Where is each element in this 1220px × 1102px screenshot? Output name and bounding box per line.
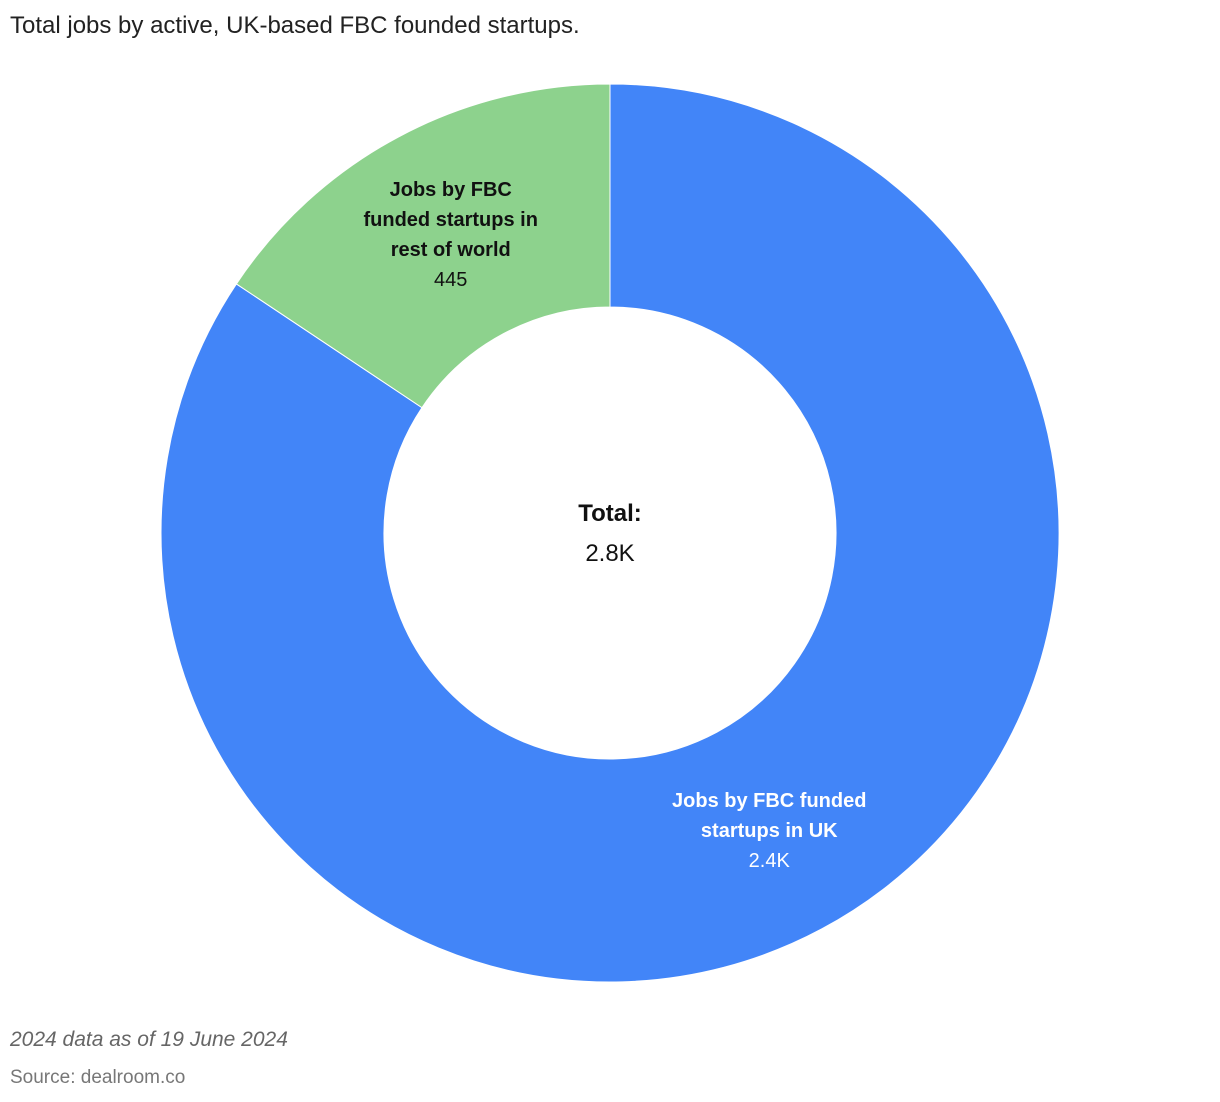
donut-segment — [160, 83, 1060, 983]
segment-name: Jobs by FBC funded startups in UK — [672, 789, 867, 842]
segment-label: Jobs by FBC funded startups in UK 2.4K — [652, 786, 887, 876]
center-total: 2.8K — [585, 540, 635, 567]
chart-title: Total jobs by active, UK-based FBC found… — [10, 12, 580, 39]
source: Source: dealroom.co — [10, 1067, 186, 1088]
segment-value: 445 — [434, 269, 468, 292]
note: 2024 data as of 19 June 2024 — [10, 1028, 288, 1051]
donut-segment — [235, 83, 611, 409]
segment-name: Jobs by FBC funded startups in rest of w… — [363, 179, 538, 262]
segment-value: 2.4K — [748, 849, 790, 872]
center-title: Total: — [578, 500, 642, 527]
segment-label: Jobs by FBC funded startups in rest of w… — [356, 175, 546, 295]
